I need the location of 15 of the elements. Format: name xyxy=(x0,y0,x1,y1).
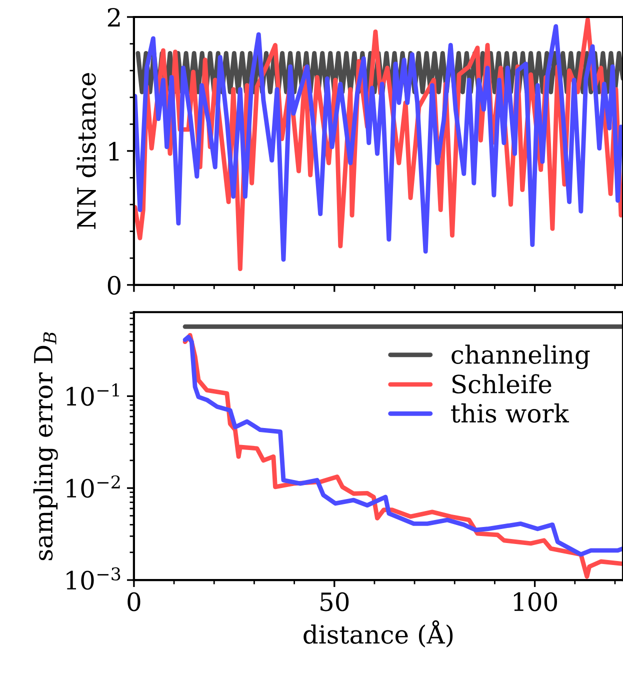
y-axis-title: sampling error D$_{B}$ xyxy=(33,332,58,560)
y-tick-label: 10$^{−2}$ xyxy=(66,475,120,498)
x-axis-title: distance (Å) xyxy=(304,620,453,648)
legend-label: this work xyxy=(451,403,570,423)
legend-label: Schleife xyxy=(452,374,552,394)
legend-label: channeling xyxy=(452,344,590,370)
y-tick-label: 2 xyxy=(108,8,120,26)
y-tick-label: 10$^{−1}$ xyxy=(66,383,119,406)
x-tick-label: 0 xyxy=(128,592,140,612)
y-tick-label: 0 xyxy=(108,276,120,295)
y-axis-title: NN distance xyxy=(76,73,96,229)
x-tick-label: 50 xyxy=(320,592,349,612)
y-tick-label: 10$^{−3}$ xyxy=(66,567,120,590)
x-tick-label: 100 xyxy=(514,592,558,612)
y-tick-label: 1 xyxy=(109,142,119,160)
